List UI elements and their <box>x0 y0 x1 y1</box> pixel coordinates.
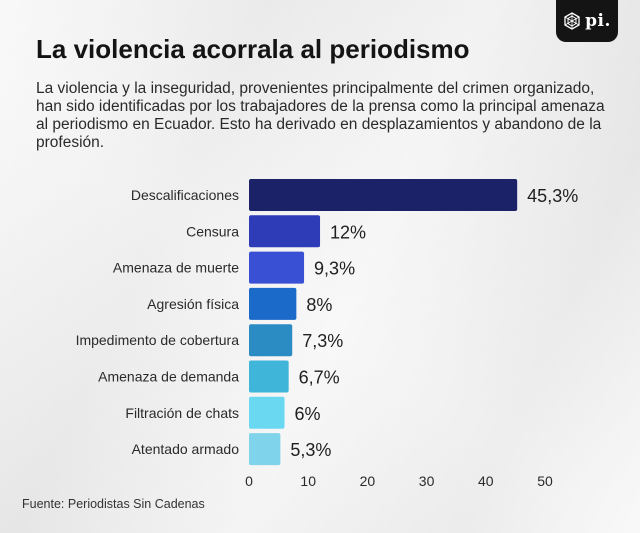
bar <box>249 251 305 284</box>
x-tick-label: 20 <box>360 473 376 489</box>
x-tick-label: 30 <box>419 473 435 489</box>
category-label: Descalificaciones <box>131 187 239 203</box>
value-label: 6% <box>295 404 321 424</box>
brand-text: pi. <box>585 11 611 31</box>
value-label: 12% <box>330 222 366 242</box>
category-label: Impedimento de cobertura <box>76 332 240 348</box>
value-label: 7,3% <box>302 331 343 351</box>
category-label: Amenaza de demanda <box>98 369 239 385</box>
value-label: 6,7% <box>299 368 340 388</box>
bar <box>249 360 289 393</box>
category-label: Filtración de chats <box>125 405 239 421</box>
bar <box>249 287 297 320</box>
category-label: Atentado armado <box>132 441 240 457</box>
bar <box>249 433 281 466</box>
geometric-knot-icon <box>564 12 580 30</box>
bar <box>249 324 293 357</box>
bar <box>249 215 321 248</box>
page-title: La violencia acorrala al periodismo <box>36 34 470 64</box>
bar <box>249 396 285 429</box>
value-label: 8% <box>306 295 332 315</box>
x-tick-label: 40 <box>478 473 494 489</box>
category-label: Amenaza de muerte <box>113 260 239 276</box>
source-note: Fuente: Periodistas Sin Cadenas <box>22 497 205 511</box>
x-tick-label: 0 <box>245 473 253 489</box>
category-label: Censura <box>186 223 239 239</box>
value-label: 45,3% <box>527 186 578 206</box>
bar <box>249 179 518 211</box>
page-subtitle: La violencia y la inseguridad, provenien… <box>36 80 605 151</box>
x-tick-label: 10 <box>300 473 316 489</box>
category-label: Agresión física <box>147 296 239 312</box>
brand-logo: pi. <box>556 0 618 42</box>
value-label: 9,3% <box>314 259 355 279</box>
x-tick-label: 50 <box>537 473 553 489</box>
value-label: 5,3% <box>290 440 331 460</box>
